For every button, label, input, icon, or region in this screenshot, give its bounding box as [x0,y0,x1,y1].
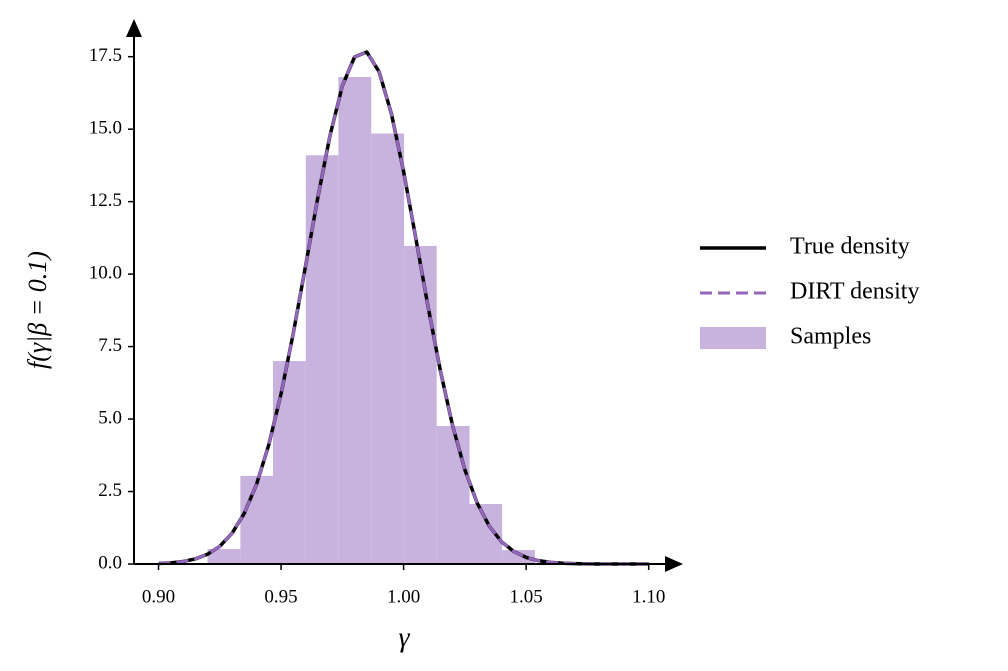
legend-label: True density [790,234,910,260]
y-tick-label: 7.5 [98,335,122,356]
y-tick-label: 2.5 [98,480,122,501]
hist-bar [371,133,405,564]
y-tick-label: 5.0 [98,407,122,428]
hist-bar [436,426,470,564]
x-tick-label: 1.05 [510,586,543,607]
x-tick-label: 0.95 [264,586,297,607]
x-tick-label: 1.00 [387,586,420,607]
y-tick-label: 0.0 [98,552,122,573]
x-axis-arrow [665,556,683,572]
hist-bar [502,550,535,564]
x-axis-label: γ [398,622,410,653]
hist-bar [404,245,437,565]
legend-label: Samples [790,324,871,350]
legend-patch [700,327,766,349]
hist-bar [240,475,273,564]
y-tick-label: 17.5 [89,45,122,66]
y-tick-label: 12.5 [89,190,122,211]
hist-bar [305,155,339,564]
x-tick-label: 0.90 [142,586,175,607]
legend-label: DIRT density [790,279,919,305]
x-tick-label: 1.10 [632,586,665,607]
hist-bar [338,76,372,564]
y-axis-label: f(γ|β = 0.1) [23,251,52,369]
y-tick-label: 10.0 [89,262,122,283]
y-axis-arrow [126,19,142,37]
hist-bar [207,548,241,564]
y-tick-label: 15.0 [89,118,122,139]
hist-bar [272,361,306,564]
